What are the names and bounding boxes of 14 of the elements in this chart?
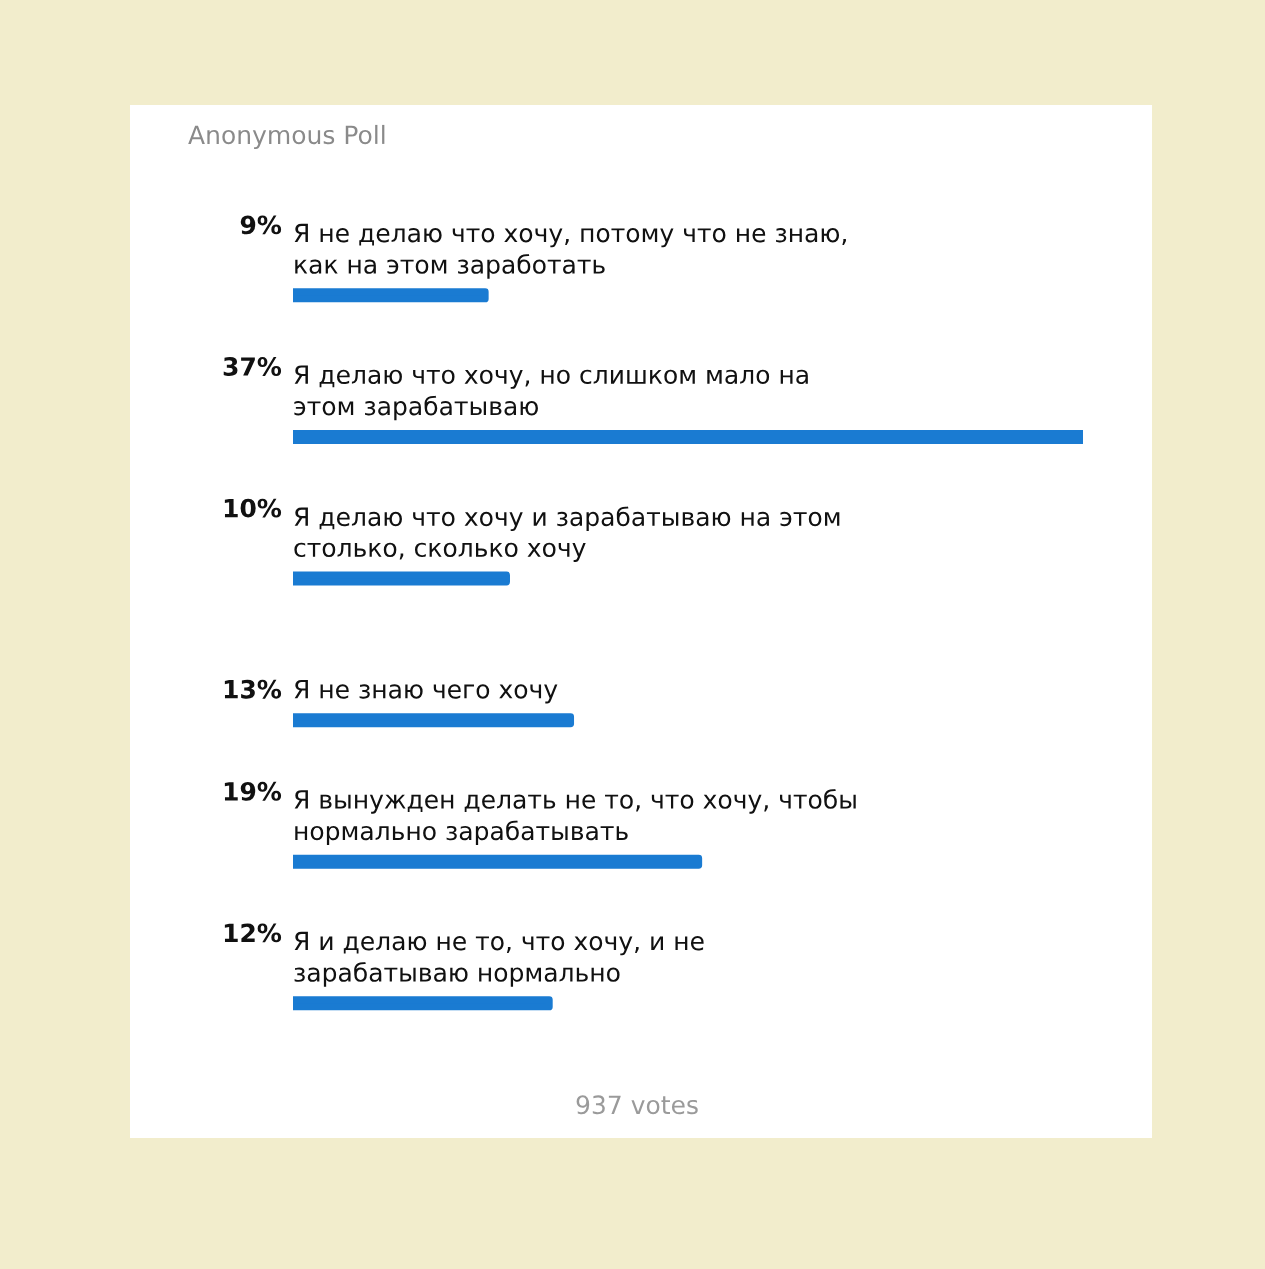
data-label: 12% xyxy=(224,923,282,943)
data-label: 13% xyxy=(224,679,282,699)
chart-title: Anonymous Poll xyxy=(188,124,385,150)
data-label: 37% xyxy=(223,357,282,376)
y-tick-label: Я делаю что хочу и зарабатываю на этом столько, сколько хочу xyxy=(294,506,840,562)
data-label: 10% xyxy=(224,498,282,518)
text: 937 votes xyxy=(576,1095,698,1115)
y-tick-label: Я вынужден делать не то, что хочу, чтобы нормально зарабатывать xyxy=(294,789,856,846)
data-label: 19% xyxy=(224,781,282,801)
y-tick-label: Я делаю что хочу, но слишком мало на этом зарабатываю xyxy=(294,365,808,421)
y-tick-label: Я и делаю не то, что хочу, и не зарабатываю нормально xyxy=(294,931,704,987)
data-label: 9% xyxy=(240,215,282,235)
y-tick-label: Я не знаю чего хочу xyxy=(294,680,558,704)
y-tick-label: Я не делаю что хочу, потому что не знаю, как на этом заработать xyxy=(294,223,846,279)
